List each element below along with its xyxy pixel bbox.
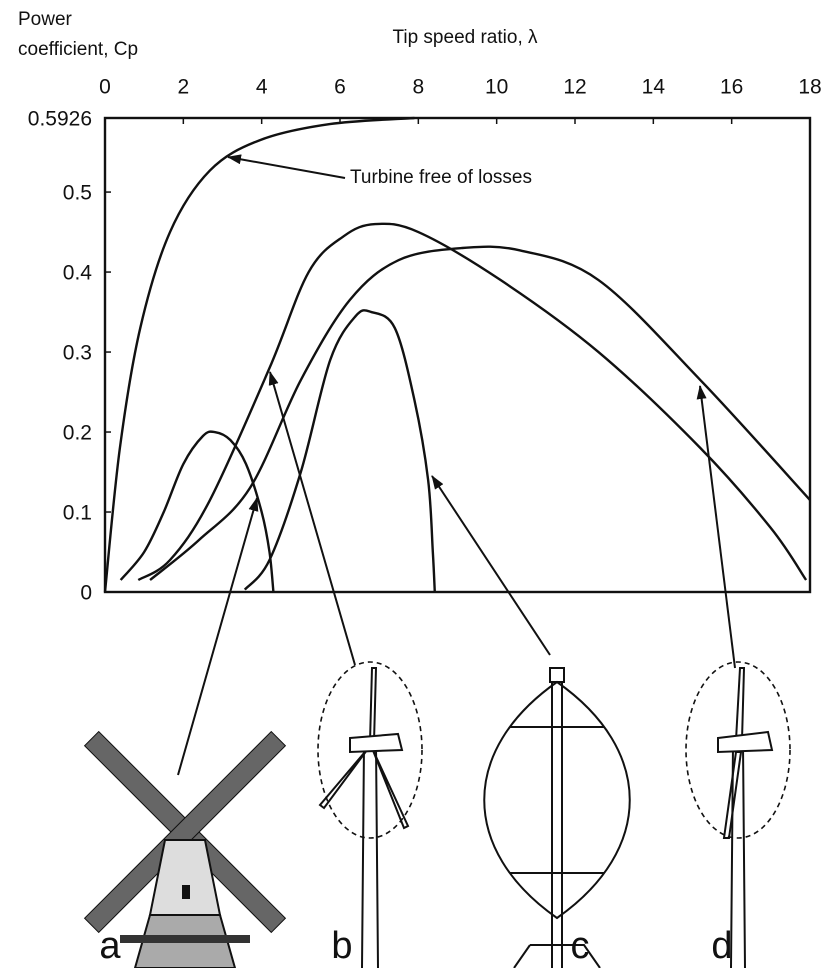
windmill-illustration [83, 730, 287, 968]
series-label: c [571, 925, 590, 967]
series-label: a [99, 925, 121, 967]
x-tick-label: 14 [642, 76, 666, 99]
y-tick-label: 0.5926 [28, 108, 92, 131]
curve [103, 116, 415, 593]
y-tick-label: 0 [80, 582, 92, 605]
x-tick-label: 16 [720, 76, 743, 99]
curve [149, 245, 811, 581]
arrow [696, 385, 736, 669]
x-tick-label: 18 [798, 76, 821, 99]
curve [243, 309, 436, 593]
y-tick-label: 0.1 [63, 502, 92, 525]
y-axis-label: Power [18, 9, 73, 30]
turbine-b-illustration [317, 661, 423, 968]
series-label: d [711, 925, 732, 967]
annotation: Turbine free of losses [350, 167, 532, 188]
turbine-c-illustration [483, 667, 631, 968]
arrow [268, 371, 356, 666]
arrow [431, 475, 551, 656]
x-tick-label: 6 [334, 76, 346, 99]
x-tick-label: 12 [563, 76, 586, 99]
y-tick-label: 0.2 [63, 422, 92, 445]
arrow [227, 154, 346, 179]
y-tick-label: 0.4 [63, 262, 93, 285]
x-tick-label: 0 [99, 76, 111, 99]
plot-frame [103, 116, 812, 594]
x-tick-label: 4 [256, 76, 268, 99]
series-label: b [331, 925, 352, 967]
x-tick-label: 8 [412, 76, 424, 99]
y-tick-label: 0.5 [63, 182, 92, 205]
x-axis-label: Tip speed ratio, λ [392, 27, 538, 48]
curve [119, 430, 275, 593]
arrow [177, 497, 259, 776]
x-tick-label: 10 [485, 76, 508, 99]
turbine-d-illustration [685, 661, 791, 968]
x-tick-label: 2 [177, 76, 189, 99]
y-axis-label: coefficient, Cp [18, 39, 138, 60]
y-tick-label: 0.3 [63, 342, 92, 365]
curve [137, 222, 808, 582]
